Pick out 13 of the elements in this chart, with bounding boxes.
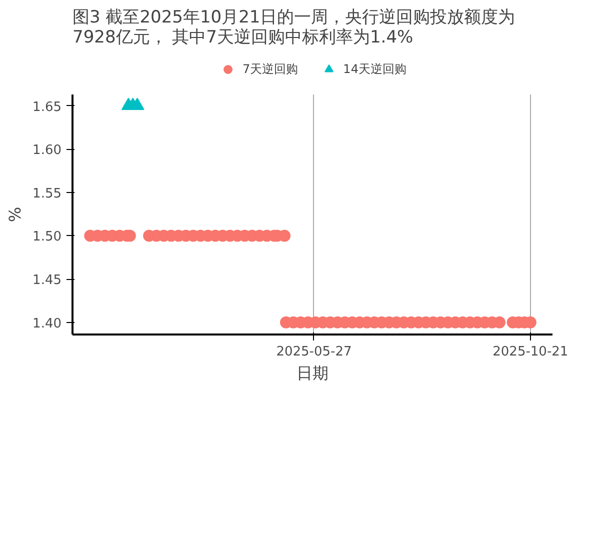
y-tick-label: 1.60 <box>32 143 62 158</box>
legend-label: 14天逆回购 <box>343 60 406 78</box>
x-axis-title: 日期 <box>296 364 328 382</box>
y-tick-label: 1.65 <box>32 100 62 115</box>
chart-title: 图3 截至2025年10月21日的一周，央行逆回购投放额度为 7928亿元， 其中7天逆回购中标利率为1.4% <box>72 8 516 48</box>
x-tick-label: 2025-05-27 <box>276 344 352 360</box>
y-tick-label: 1.45 <box>32 273 62 288</box>
y-axis-title: % <box>6 206 25 222</box>
y-tick-label: 1.40 <box>32 316 62 332</box>
legend-label: 7天逆回购 <box>242 60 298 78</box>
y-tick-label: 1.50 <box>32 230 62 245</box>
y-tick-label: 1.55 <box>32 186 62 202</box>
x-tick-label: 2025-10-21 <box>492 344 568 360</box>
